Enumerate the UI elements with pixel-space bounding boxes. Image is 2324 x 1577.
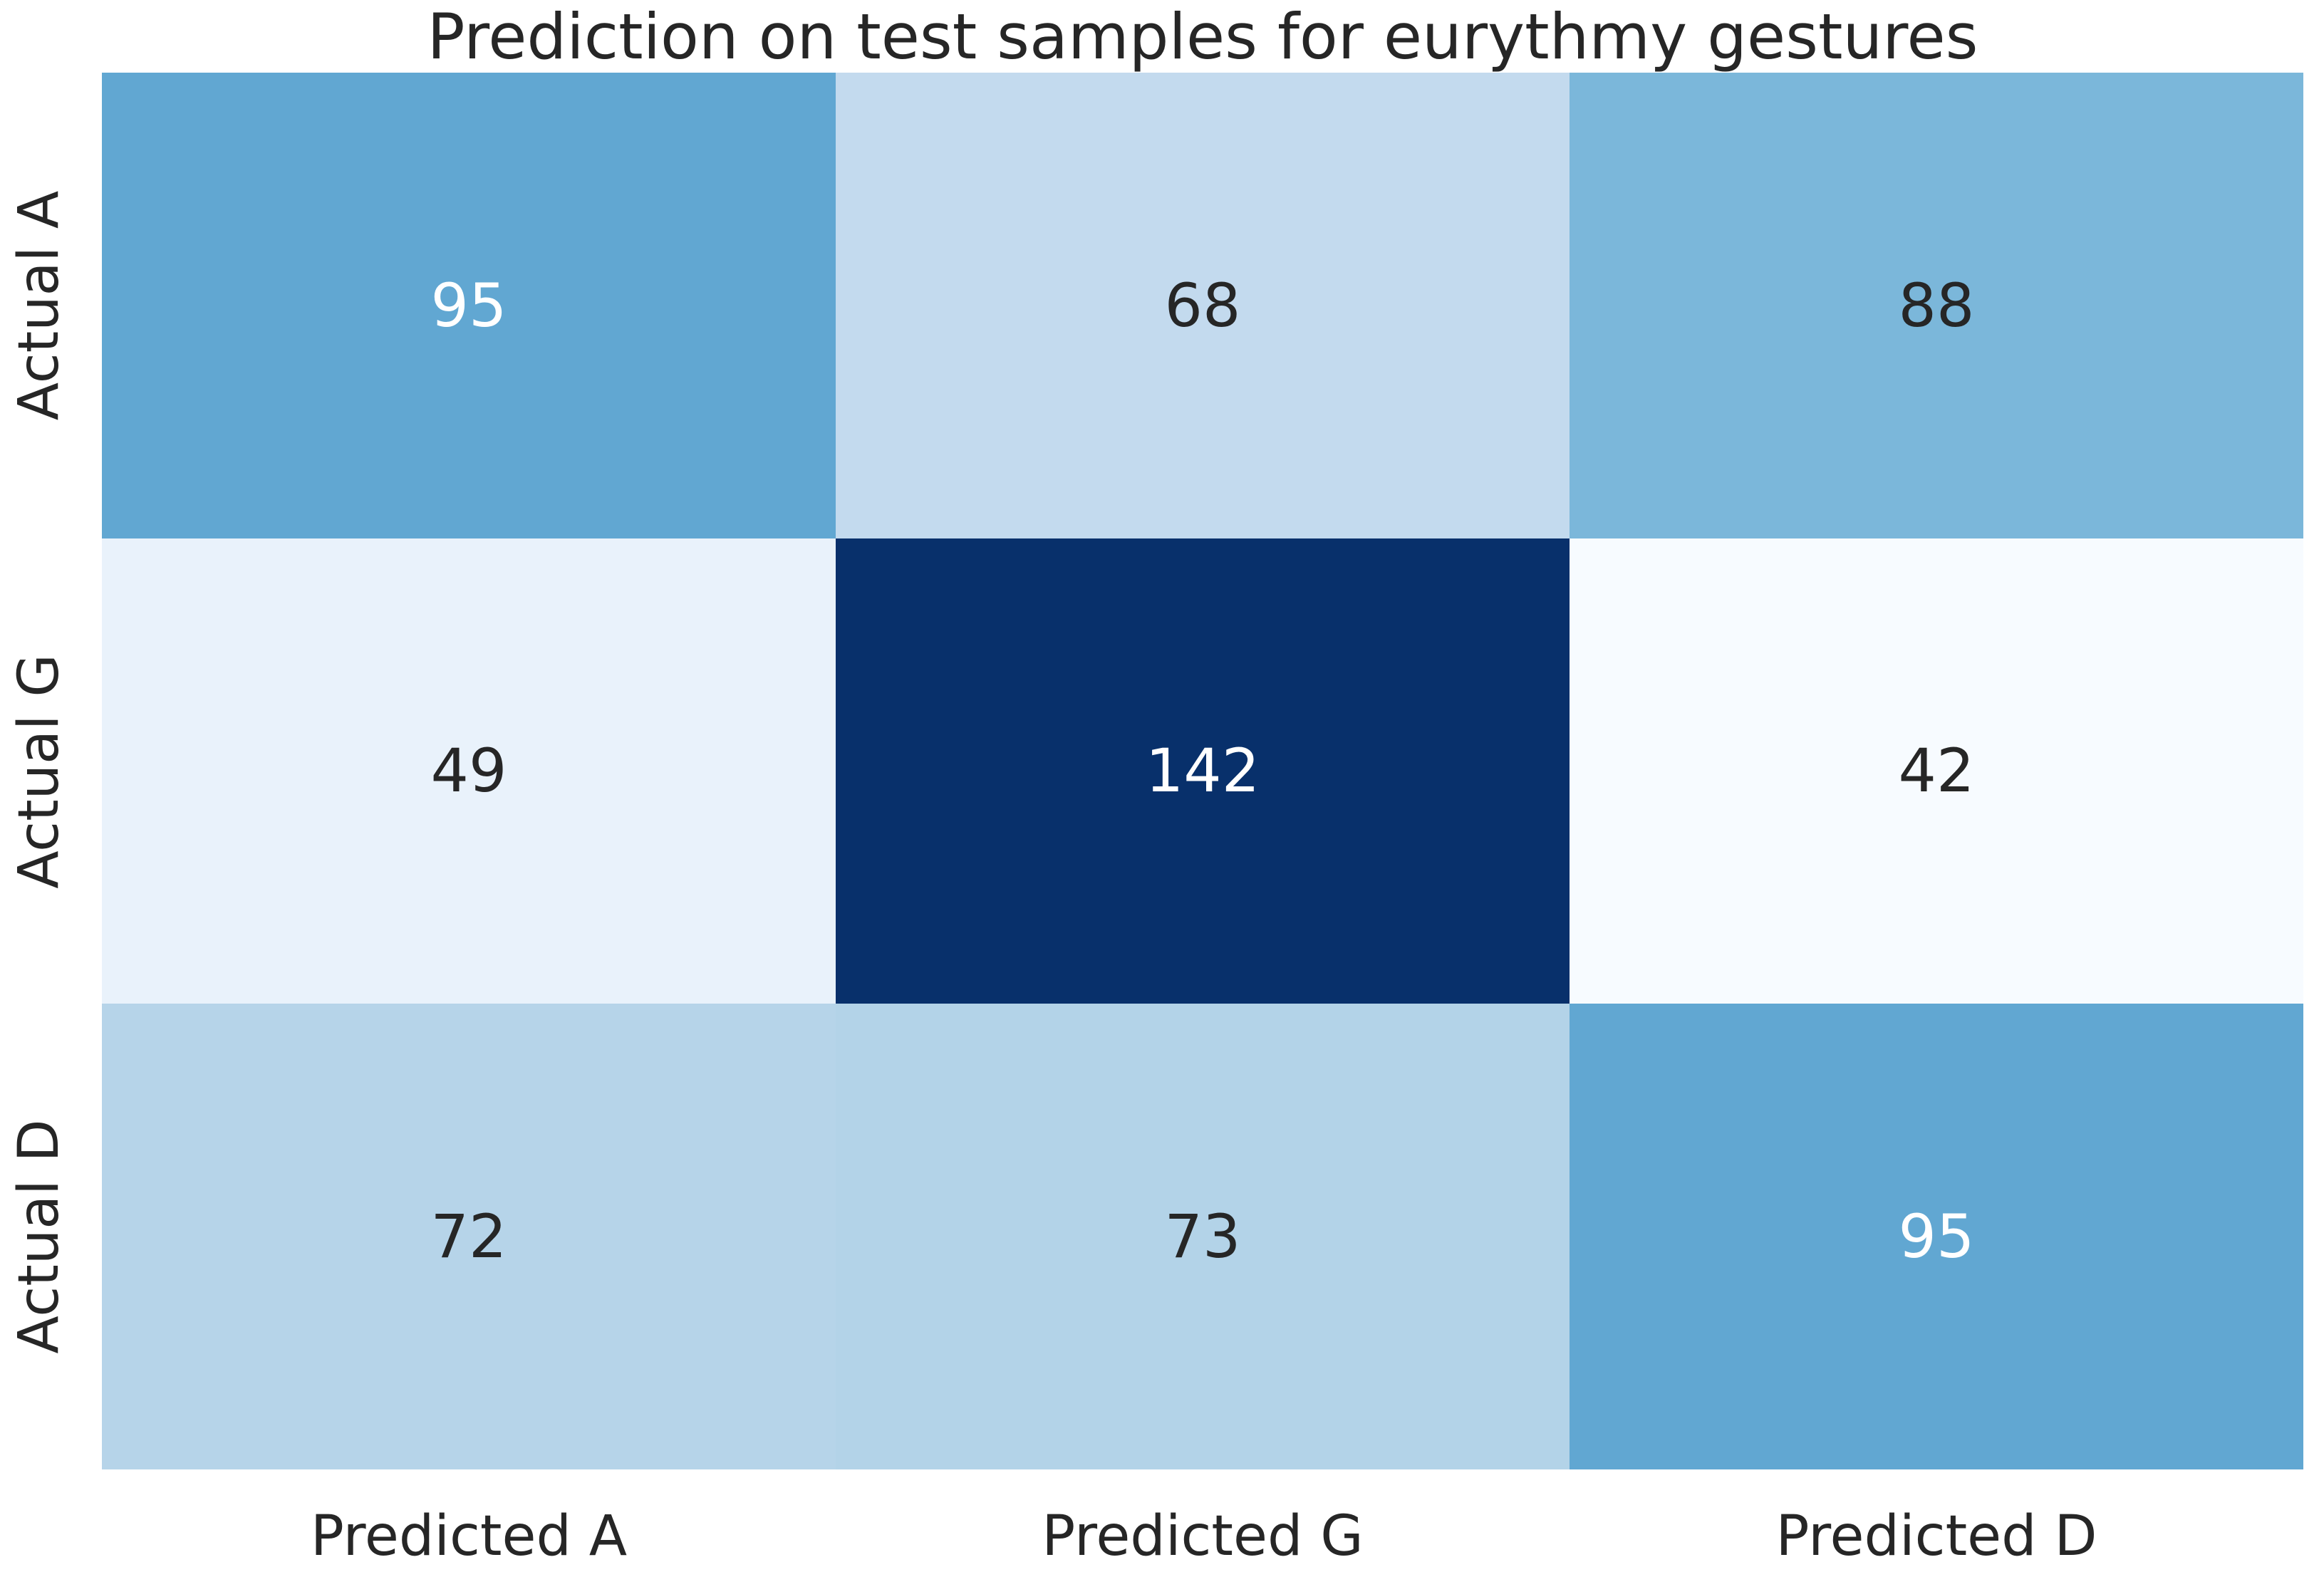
cell-value: 72 [430, 1202, 507, 1272]
heatmap-cell-r1c0: 49 [102, 538, 836, 1004]
cell-value: 95 [430, 270, 507, 340]
cell-value: 42 [1898, 736, 1975, 806]
cell-value: 49 [430, 736, 507, 806]
heatmap-cell-r0c0: 95 [102, 73, 836, 538]
col-label-predicted-d: Predicted D [1775, 1504, 2097, 1568]
cell-value: 68 [1164, 270, 1241, 340]
row-label-actual-d: Actual D [7, 1119, 71, 1354]
heatmap-cell-r2c2: 95 [1570, 1004, 2303, 1469]
col-label-predicted-a: Predicted A [310, 1504, 628, 1568]
cell-value: 73 [1164, 1202, 1241, 1272]
cell-value: 95 [1898, 1202, 1975, 1272]
heatmap-cell-r1c2: 42 [1570, 538, 2303, 1004]
chart-title: Prediction on test samples for eurythmy … [427, 0, 1978, 73]
heatmap-cell-r1c1: 142 [836, 538, 1570, 1004]
heatmap-cell-r2c0: 72 [102, 1004, 836, 1469]
row-label-actual-a: Actual A [7, 190, 71, 421]
col-label-predicted-g: Predicted G [1042, 1504, 1364, 1568]
heatmap-grid: 95 68 88 49 142 42 72 73 95 [102, 73, 2303, 1469]
heatmap-cell-r2c1: 73 [836, 1004, 1570, 1469]
heatmap-cell-r0c1: 68 [836, 73, 1570, 538]
row-label-actual-g: Actual G [7, 654, 71, 889]
cell-value: 142 [1145, 736, 1260, 806]
cell-value: 88 [1898, 270, 1975, 340]
heatmap-cell-r0c2: 88 [1570, 73, 2303, 538]
